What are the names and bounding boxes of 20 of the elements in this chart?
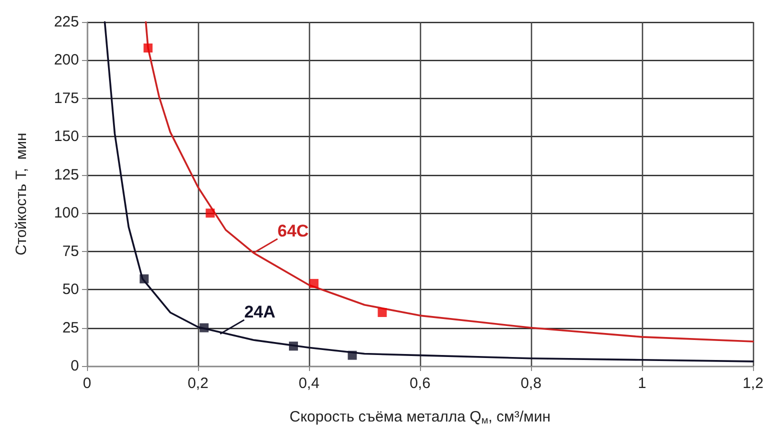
y-axis-title: Стойкость Т, мин [13, 132, 30, 256]
annotation: 64C [278, 221, 309, 240]
y-tick-label: 175 [54, 90, 79, 107]
y-tick-label: 25 [62, 319, 79, 336]
x-tick-label: 0,4 [298, 375, 320, 392]
annotation: 24A [244, 302, 276, 322]
y-tick-label: 75 [62, 242, 79, 260]
x-tick-label: 1 [638, 375, 646, 392]
x-tick-label: 0,8 [520, 375, 542, 392]
y-tick-label: 100 [54, 204, 79, 222]
y-tick-label: 150 [54, 128, 79, 146]
x-tick-label: 1,2 [742, 375, 764, 392]
y-tick-label: 0 [70, 358, 79, 374]
y-tick-label: 125 [54, 166, 79, 184]
x-tick-label: 0,6 [410, 375, 430, 392]
x-tick-label: 0,2 [188, 375, 208, 392]
y-tick-label: 200 [54, 52, 79, 69]
x-tick-label: 0 [82, 375, 92, 392]
y-tick-label: 50 [62, 281, 79, 298]
y-tick-label: 225 [54, 14, 79, 30]
